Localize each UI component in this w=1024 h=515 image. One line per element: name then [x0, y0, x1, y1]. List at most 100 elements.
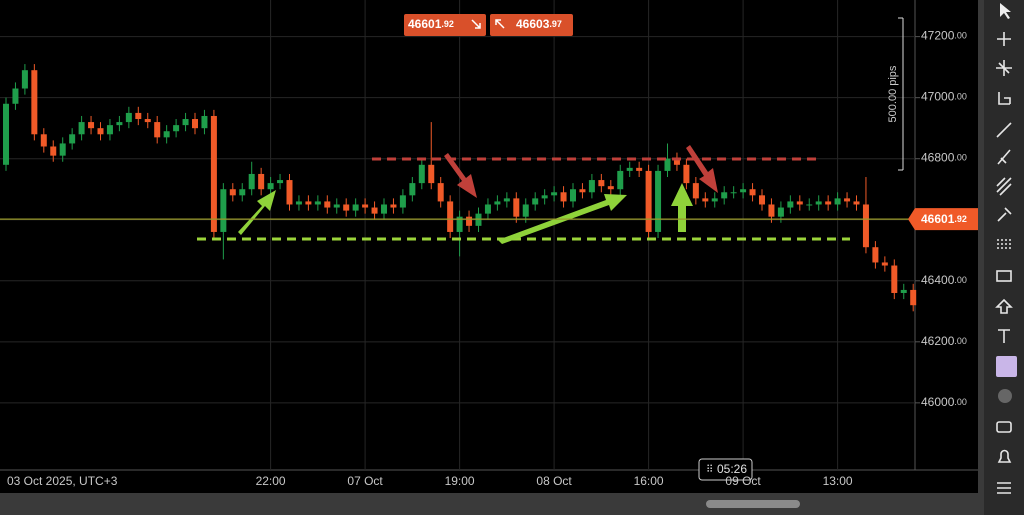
candle-body [513, 198, 520, 217]
brush-tool[interactable] [997, 207, 1012, 222]
pen-tool[interactable] [997, 149, 1011, 165]
buy-icon [495, 19, 505, 29]
candle-body [796, 201, 803, 205]
candle-body [910, 289, 917, 306]
screenshot-tool[interactable] [996, 421, 1012, 433]
candle-body [352, 204, 359, 211]
x-tick-label: 08 Oct [536, 474, 572, 488]
candle-body [69, 134, 76, 144]
chart-background [0, 0, 984, 493]
candle-body [541, 195, 548, 199]
pips-ruler[interactable]: 500.00 pips [887, 17, 904, 171]
opacity-tool[interactable] [998, 389, 1012, 403]
crosshair-tool-2[interactable] [996, 60, 1012, 76]
candle-body [484, 204, 491, 214]
last-price-label: 46601.92 [921, 212, 967, 226]
candle-body [371, 207, 378, 214]
candle-body [532, 198, 539, 205]
candle-body [40, 134, 47, 147]
cursor-tool[interactable] [1000, 3, 1011, 19]
candle-body [333, 204, 340, 208]
grip: ⠿ [706, 465, 713, 476]
candle-body [324, 201, 331, 208]
candle-body [59, 143, 66, 156]
sell-box[interactable]: 46601.92 [404, 14, 486, 36]
arrow[interactable] [671, 183, 693, 232]
fib-tool[interactable] [996, 177, 1012, 196]
x-tick-label: 22:00 [256, 474, 286, 488]
x-tick-label: 13:00 [823, 474, 853, 488]
settings-tool[interactable] [997, 482, 1011, 494]
scrollbar-thumb[interactable] [706, 500, 800, 508]
arrow-tool[interactable] [995, 298, 1013, 314]
candle-body [673, 158, 680, 165]
candle-body [220, 189, 227, 232]
candle-body [182, 119, 189, 126]
sell-box-bg [404, 14, 486, 36]
countdown-bg [698, 458, 753, 481]
candle-body [78, 122, 85, 135]
candle-body [787, 201, 794, 208]
candle-body [21, 70, 28, 89]
text-tool[interactable] [998, 329, 1010, 343]
candle-body [740, 189, 747, 193]
candle-body [437, 183, 444, 202]
candle-body [862, 204, 869, 248]
candle-body [702, 198, 709, 202]
candle-body [768, 204, 775, 217]
color-picker[interactable] [996, 356, 1017, 377]
y-tick-label: 47200.00 [921, 29, 967, 43]
candle-body [447, 201, 454, 232]
candle-body [277, 180, 284, 184]
buy-box[interactable]: 46603.97 [490, 14, 573, 36]
candle-body [125, 112, 132, 123]
candle-body [12, 88, 19, 104]
candle-body [655, 170, 662, 232]
countdown-box: ⠿ 05:26 [698, 458, 753, 481]
sell-quote: 46601.92 [408, 17, 454, 31]
rect-tool[interactable] [996, 270, 1012, 282]
candle-body [399, 195, 406, 208]
candle-body [286, 180, 293, 205]
candle-body [551, 192, 558, 196]
candle-body [210, 115, 217, 232]
candle-body [777, 207, 784, 217]
candle-body [683, 164, 690, 184]
crosshair-tool[interactable] [997, 32, 1011, 46]
alert-tool[interactable] [997, 449, 1012, 463]
candle-body [825, 201, 832, 205]
candle-body [834, 198, 841, 205]
candle-body [891, 265, 898, 293]
toolbar [986, 0, 1024, 515]
candle-body [144, 119, 151, 123]
x-tick-label: 19:00 [445, 474, 475, 488]
candle-body [381, 204, 387, 214]
x-tick-label: 03 Oct 2025, UTC+3 [7, 474, 118, 488]
candle-body [192, 119, 198, 129]
candle-body [418, 164, 425, 184]
arrow[interactable] [444, 153, 477, 198]
candle-body [900, 289, 907, 293]
candle-body [759, 195, 765, 205]
candle-body [806, 204, 813, 206]
candle-body [362, 204, 369, 208]
candle-body [853, 201, 860, 205]
arrow[interactable] [238, 190, 276, 235]
buy-quote: 46603.97 [516, 17, 562, 31]
red-arrows[interactable] [444, 145, 718, 198]
measure-tool[interactable] [998, 92, 1011, 105]
candle-body [305, 201, 312, 205]
arrow[interactable] [686, 145, 718, 193]
candle-body [390, 204, 397, 208]
candle-body [295, 201, 302, 205]
candle-body [135, 112, 142, 120]
candle-body [588, 180, 595, 193]
candle-body [456, 216, 463, 232]
x-tick-label: 16:00 [634, 474, 664, 488]
line-tool[interactable] [996, 122, 1012, 138]
grid [0, 0, 920, 470]
candle-body [721, 192, 728, 199]
y-tick-label: 46200.00 [921, 334, 967, 348]
